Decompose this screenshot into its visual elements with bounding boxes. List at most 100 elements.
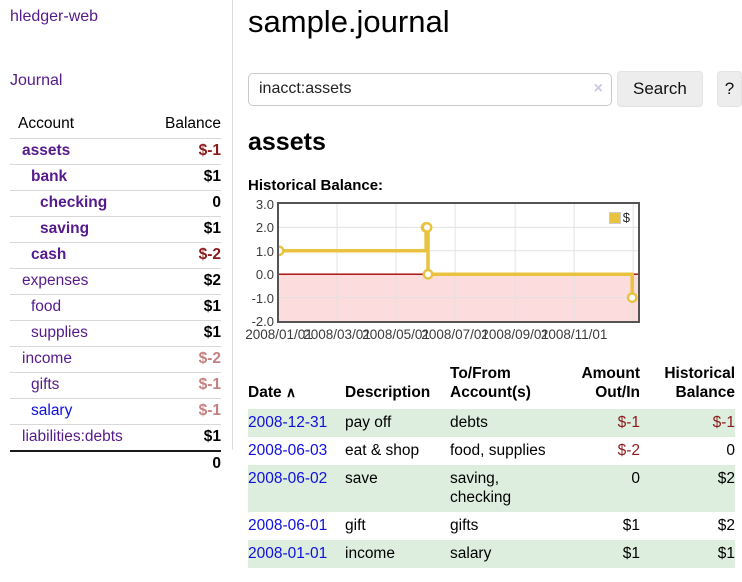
account-row: gifts $-1 — [10, 372, 221, 399]
transaction-description: income — [345, 545, 395, 562]
account-heading: assets — [248, 128, 326, 156]
x-axis-tick-label: 2008/09/01 — [481, 327, 549, 342]
brand-link[interactable]: hledger-web — [10, 8, 99, 25]
transaction-date-link[interactable]: 2008-12-31 — [248, 414, 328, 431]
transaction-date-link[interactable]: 2008-06-01 — [248, 517, 328, 534]
transaction-description: save — [345, 470, 378, 487]
transaction-description: gift — [345, 517, 366, 534]
transaction-accounts: debts — [450, 414, 488, 431]
transaction-date-link[interactable]: 2008-06-02 — [248, 470, 328, 487]
account-link-income[interactable]: income — [22, 350, 72, 367]
transaction-description: eat & shop — [345, 442, 420, 459]
accounts-table: Account Balance assets $-1 bank $1 checking 0… — [10, 111, 221, 477]
register-header-description: Description — [345, 384, 431, 401]
register-header-accounts: To/From Account(s) — [450, 365, 531, 401]
account-link-gifts[interactable]: gifts — [31, 376, 60, 393]
transaction-balance: $2 — [717, 517, 735, 534]
account-link-supplies[interactable]: supplies — [31, 324, 88, 341]
chart-plot-area[interactable]: $ — [277, 202, 640, 323]
transaction-balance: $2 — [717, 470, 735, 487]
account-link-liabilities-debts[interactable]: liabilities:debts — [22, 428, 123, 445]
x-axis-tick-label: 2008/05/01 — [362, 327, 430, 342]
account-row: cash $-2 — [10, 242, 221, 269]
account-row: income $-2 — [10, 346, 221, 373]
help-button[interactable]: ? — [716, 71, 742, 107]
account-row: bank $1 — [10, 164, 221, 191]
x-axis-tick-label: 2008/07/01 — [421, 327, 489, 342]
search-button[interactable]: Search — [617, 71, 703, 107]
account-balance: $1 — [144, 216, 221, 243]
account-balance: $-1 — [144, 138, 221, 165]
register-row: 2008-06-01 gift gifts $1 $2 — [248, 512, 735, 540]
account-row: supplies $1 — [10, 320, 221, 347]
accounts-header-account: Account — [18, 115, 75, 132]
transaction-description: pay off — [345, 414, 392, 431]
historical-balance-chart: 3.0 2.0 1.0 0.0 -1.0 -2.0 $ 2008/01/01 2008/03… — [245, 197, 742, 345]
y-axis-tick-label: -2.0 — [251, 314, 274, 329]
account-row: assets $-1 — [10, 138, 221, 165]
sort-ascending-icon: ∧ — [285, 384, 297, 400]
account-balance: $-1 — [144, 398, 221, 425]
account-link-salary[interactable]: salary — [31, 402, 73, 419]
transaction-date-link[interactable]: 2008-06-03 — [248, 442, 328, 459]
y-axis-tick-label: 3.0 — [255, 197, 274, 212]
account-link-cash[interactable]: cash — [31, 246, 67, 263]
transaction-amount: $1 — [622, 517, 640, 534]
account-balance: $1 — [144, 424, 221, 451]
y-axis-tick-label: 2.0 — [255, 220, 274, 236]
account-balance: $1 — [144, 320, 221, 347]
register-header-amount: Amount Out/In — [581, 365, 640, 401]
nav-journal-link[interactable]: Journal — [10, 72, 63, 89]
account-link-assets[interactable]: assets — [22, 142, 71, 159]
y-axis-tick-label: 0.0 — [255, 267, 274, 283]
account-balance: $1 — [144, 164, 221, 191]
account-row: expenses $2 — [10, 268, 221, 295]
account-link-bank[interactable]: bank — [31, 168, 68, 185]
chart-title: Historical Balance: — [248, 177, 384, 194]
accounts-total-value: 0 — [144, 450, 221, 477]
accounts-total-row: 0 — [10, 450, 221, 477]
hledger-web-app: hledger-web Journal Account Balance asse… — [0, 0, 742, 568]
page-title: sample.journal — [248, 4, 450, 39]
account-balance: $-1 — [144, 372, 221, 399]
x-axis-tick-label: 2008/11/01 — [540, 327, 608, 342]
register-header-balance: Historical Balance — [664, 365, 735, 401]
account-row: liabilities:debts $1 — [10, 424, 221, 451]
register-row: 2008-06-02 save saving, checking 0 $2 — [248, 465, 735, 512]
transaction-date-link[interactable]: 2008-01-01 — [248, 545, 328, 562]
account-balance: $2 — [144, 268, 221, 295]
sidebar: hledger-web Journal Account Balance asse… — [0, 0, 233, 477]
register-table: Date ∧ Description To/From Account(s) Amoun… — [248, 364, 735, 568]
transaction-accounts: food, supplies — [450, 442, 546, 459]
account-link-food[interactable]: food — [31, 298, 62, 315]
x-axis-tick-label: 2008/01/01 — [245, 327, 313, 342]
clear-search-icon[interactable]: × — [593, 79, 603, 97]
account-link-checking[interactable]: checking — [40, 194, 108, 211]
account-link-expenses[interactable]: expenses — [22, 272, 89, 289]
account-balance: $-2 — [144, 242, 221, 269]
transaction-balance: $1 — [717, 545, 735, 562]
account-row: salary $-1 — [10, 398, 221, 425]
account-link-saving[interactable]: saving — [40, 220, 90, 237]
account-balance: $-2 — [144, 346, 221, 373]
transaction-balance: $-1 — [712, 414, 735, 431]
register-header-date: Date ∧ — [248, 364, 345, 409]
transaction-amount: 0 — [631, 470, 640, 487]
x-axis-tick-label: 2008/03/01 — [303, 327, 371, 342]
y-axis-tick-label: 1.0 — [255, 243, 274, 259]
transaction-balance: 0 — [726, 442, 735, 459]
chart-legend: $ — [606, 209, 632, 226]
account-row: food $1 — [10, 294, 221, 321]
search-bar: × Search ? — [248, 71, 742, 107]
account-balance: 0 — [144, 190, 221, 217]
register-row: 2008-01-01 income salary $1 $1 — [248, 540, 735, 568]
transaction-amount: $-2 — [617, 442, 640, 459]
transaction-accounts: saving, checking — [450, 470, 512, 506]
main-panel: sample.journal × Search ? assets Histori… — [233, 0, 742, 568]
accounts-header-balance: Balance — [164, 115, 221, 132]
account-balance: $1 — [144, 294, 221, 321]
search-input[interactable] — [248, 72, 612, 106]
legend-label: $ — [622, 210, 630, 225]
transaction-accounts: salary — [450, 545, 492, 562]
transaction-amount: $-1 — [617, 414, 640, 431]
